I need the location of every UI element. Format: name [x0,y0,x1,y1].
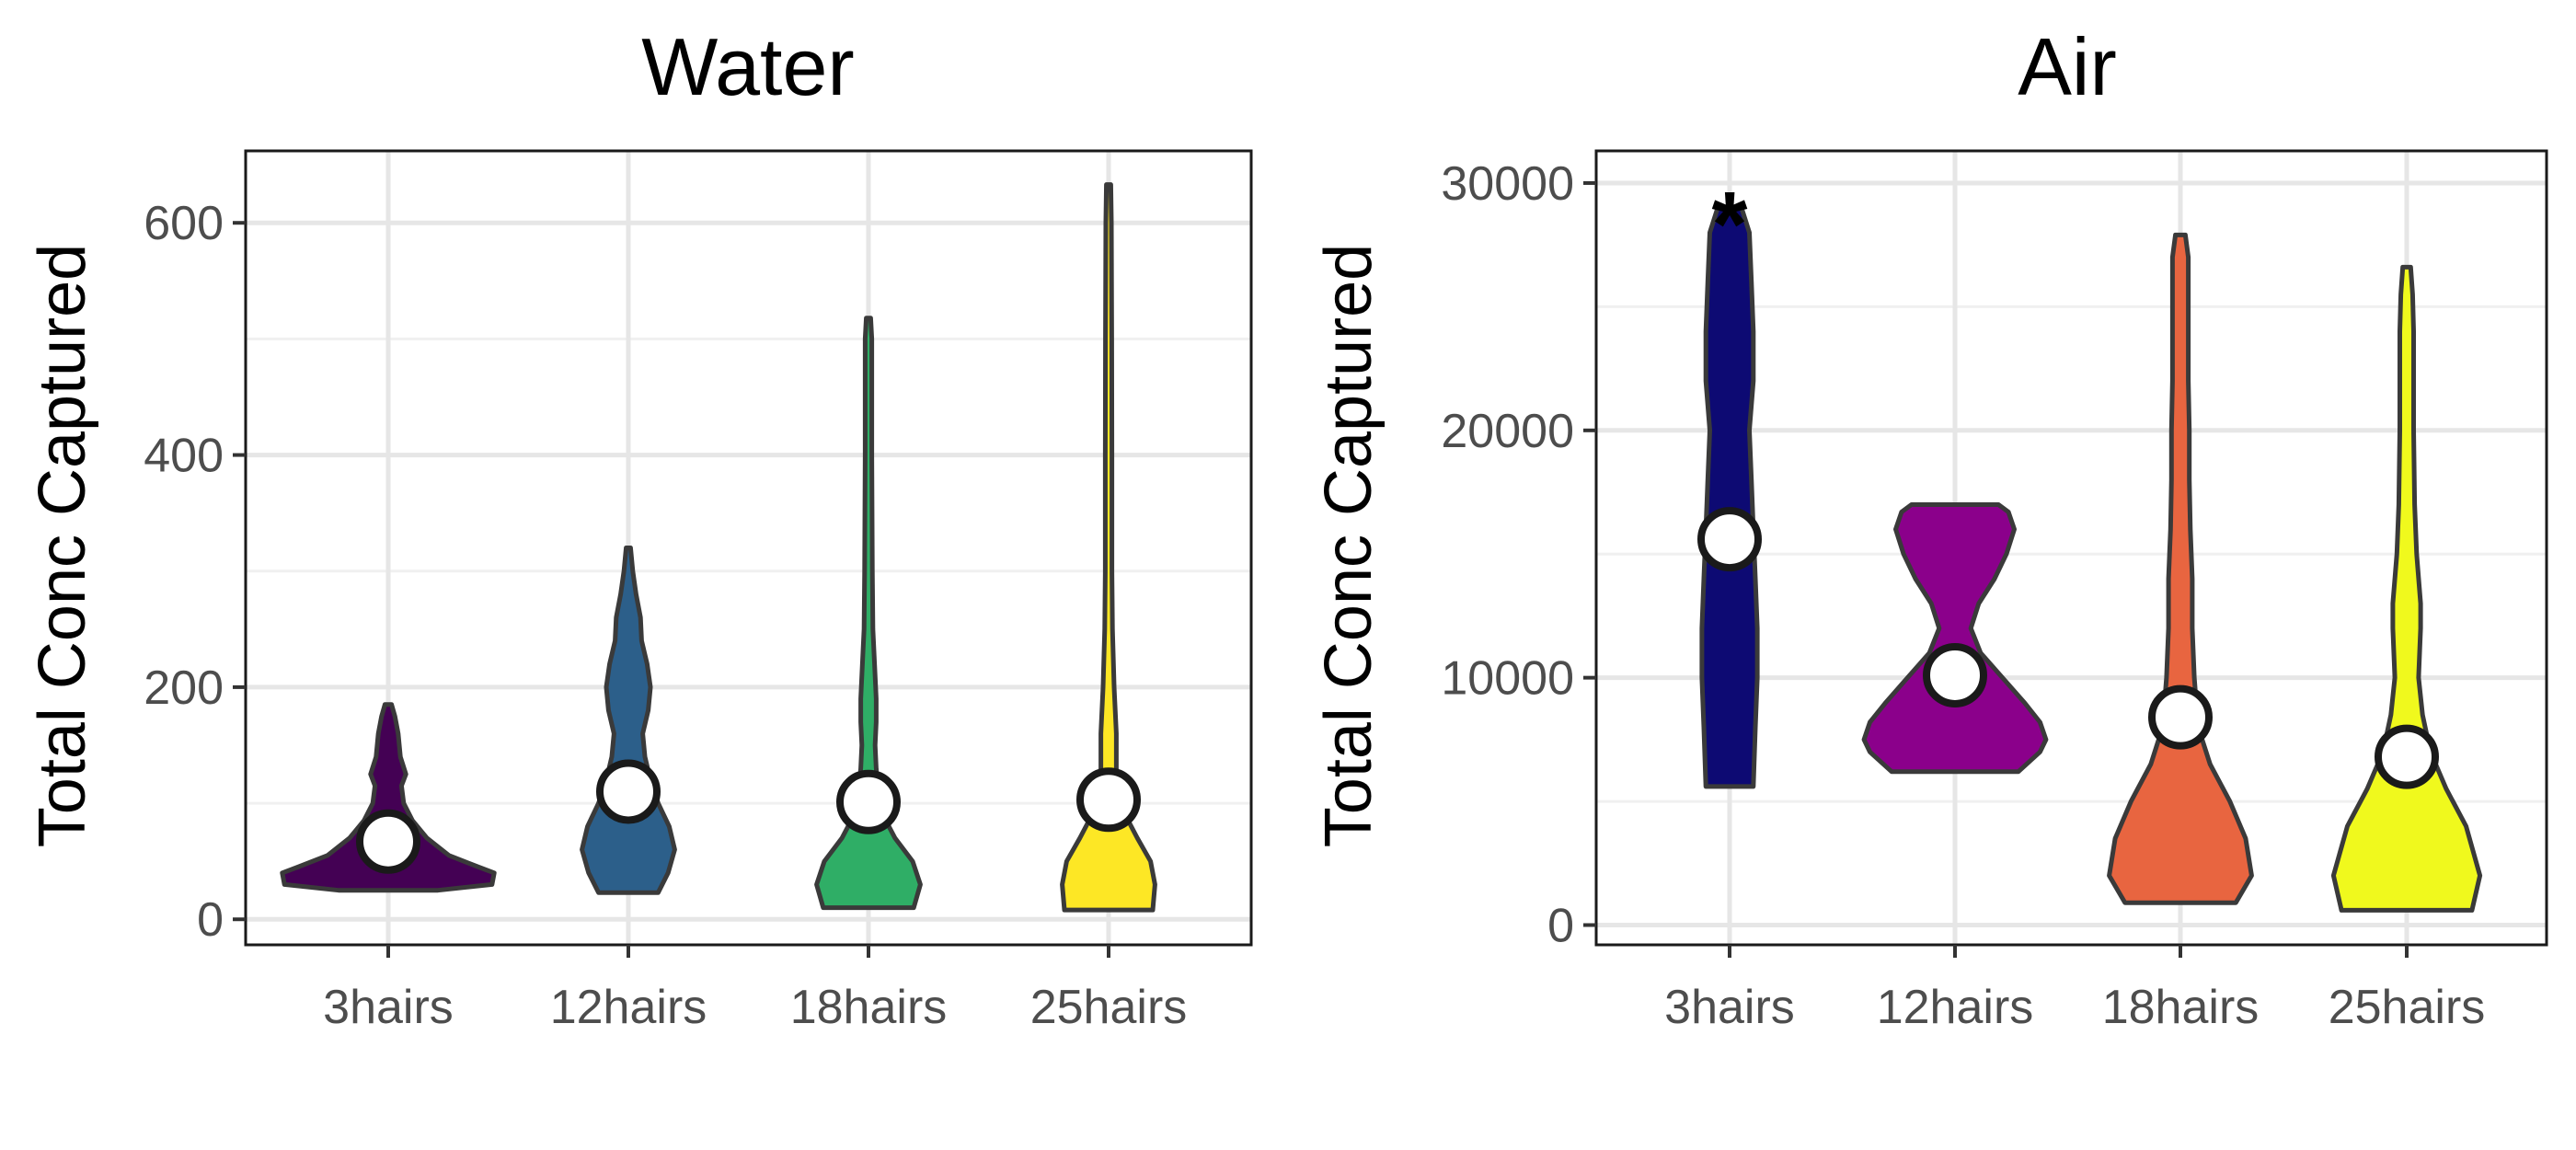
x-tick-label: 25hairs [1030,981,1188,1034]
mean-marker-air-12hairs [1923,642,1987,707]
plot-area-air: * 0 10000 20000 30000 3hairs 12hairs 18hairs 25h… [1441,149,2548,1034]
mean-marker-water-25hairs [1076,767,1141,833]
y-tick-label: 0 [197,893,224,947]
x-tick-label: 18hairs [2102,981,2260,1034]
panel-water: Water Total Conc Captured 0 200 400 600 3hai… [26,21,1253,1034]
violin-water-3hairs [280,702,497,893]
plot-area-water: 0 200 400 600 3hairs 12hairs 18hairs 25hairs [144,149,1253,1034]
y-tick-label: 600 [144,197,224,250]
mean-marker-water-12hairs [596,759,661,824]
x-tick-label: 3hairs [1664,981,1795,1034]
y-axis-label-air: Total Conc Captured [1312,244,1386,847]
panel-border [1594,149,2548,947]
y-tick-label: 30000 [1441,157,1574,211]
x-tick-label: 12hairs [1877,981,2034,1034]
violin-air-12hairs [1861,502,2049,775]
x-tick-label: 18hairs [790,981,948,1034]
panel-title-water: Water [641,21,854,112]
panel-air: Air Total Conc Captured * 0 10000 20000 3000… [1312,21,2548,1034]
panel-border [244,149,1253,947]
x-tick-label: 3hairs [323,981,454,1034]
mean-marker-water-18hairs [836,769,901,834]
y-tick-label: 20000 [1441,405,1574,458]
x-tick-label: 12hairs [550,981,707,1034]
y-tick-label: 0 [1547,899,1574,952]
mean-marker-air-18hairs [2148,684,2213,750]
y-tick-label: 10000 [1441,652,1574,706]
mean-marker-water-3hairs [356,809,420,874]
mean-marker-air-3hairs [1697,507,1762,572]
mean-marker-air-25hairs [2375,724,2439,789]
y-axis-label-water: Total Conc Captured [26,244,99,847]
panel-title-air: Air [2018,21,2117,112]
violin-air-3hairs [1699,205,1760,789]
y-tick-label: 400 [144,430,224,483]
y-tick-label: 200 [144,661,224,715]
x-tick-label: 25hairs [2329,981,2486,1034]
significance-marker: * [1712,173,1748,276]
